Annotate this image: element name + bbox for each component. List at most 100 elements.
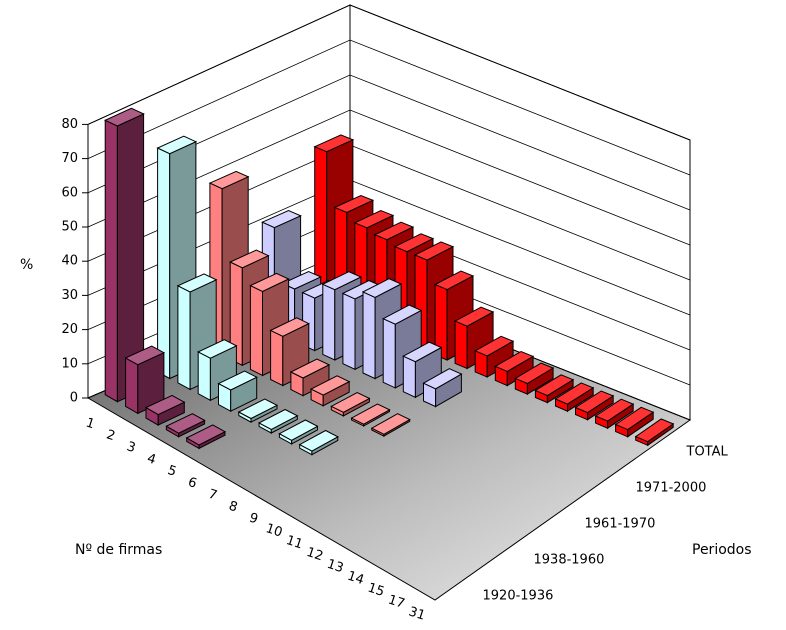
bar <box>124 345 166 415</box>
bar-top-face <box>298 429 339 452</box>
bar-top-face <box>104 107 145 127</box>
bar-top-face <box>269 317 310 337</box>
bar <box>534 374 575 404</box>
y-tick-label: 10 <box>61 356 78 371</box>
y-tick-label: 0 <box>70 391 78 406</box>
legend-label: 1971-2000 <box>636 481 707 496</box>
bar-top-face <box>353 210 395 229</box>
y-axis-label: % <box>20 257 33 273</box>
bar-top-face <box>313 134 355 153</box>
bar-top-face <box>165 413 206 434</box>
bar-top-face <box>554 382 595 405</box>
bar-left-face <box>402 355 416 399</box>
bar-top-face <box>474 335 515 357</box>
bar-top-face <box>413 241 455 261</box>
x-tick-label: 15 <box>366 581 386 600</box>
bar-top-face <box>634 418 675 443</box>
bar <box>104 107 145 403</box>
y-tick-label: 30 <box>61 288 78 303</box>
bar-top-face <box>197 339 238 359</box>
bar-left-face <box>322 283 336 361</box>
bar-left-face <box>177 284 191 391</box>
bar-top-face <box>289 358 331 379</box>
bar-left-face <box>342 292 356 371</box>
bar-top-face <box>594 398 635 422</box>
bar-top-face <box>373 221 415 241</box>
bar <box>514 362 555 395</box>
bar-left-face <box>382 317 396 389</box>
x-tick-label: 11 <box>284 533 304 552</box>
x-tick-label: 9 <box>247 511 260 528</box>
bar <box>370 413 411 437</box>
bar-left-face <box>104 119 118 403</box>
bar <box>574 390 615 421</box>
grid-line <box>87 4 691 141</box>
bar <box>350 403 391 427</box>
z-axis-label: Periodos <box>692 542 752 558</box>
bar <box>422 368 463 408</box>
x-tick-label: 5 <box>166 463 179 480</box>
bar-left-face <box>157 147 171 380</box>
y-tick-label: 60 <box>61 185 78 200</box>
bar-top-face <box>453 306 495 327</box>
x-tick-label: 10 <box>264 521 284 540</box>
bar-top-face <box>333 194 375 213</box>
bar-left-face <box>270 329 284 387</box>
legend-label: TOTAL <box>686 445 729 460</box>
bar-top-face <box>330 391 371 413</box>
bar-top-face <box>574 390 615 414</box>
y-tick-label: 20 <box>61 322 78 337</box>
y-tick-label: 40 <box>61 254 78 269</box>
bar-top-face <box>494 350 535 372</box>
bar-top-face <box>249 272 290 292</box>
bar <box>494 350 535 387</box>
bar-top-face <box>281 271 322 290</box>
y-tick-label: 80 <box>61 117 78 132</box>
bar-top-face <box>370 413 411 435</box>
x-tick-label: 3 <box>125 439 138 456</box>
bar-top-face <box>237 398 279 420</box>
x-tick-label: 8 <box>227 499 240 516</box>
bar-left-face <box>362 291 376 380</box>
bar <box>634 418 675 447</box>
bar-top-face <box>229 249 270 269</box>
bar-top-face <box>124 345 166 366</box>
bar <box>144 394 186 426</box>
bar <box>554 382 595 413</box>
y-tick-label: 50 <box>61 220 78 235</box>
grid-line <box>87 39 691 176</box>
legend-label: 1961-1970 <box>585 517 656 532</box>
legend-label: 1920-1936 <box>483 589 554 604</box>
x-tick-label: 1 <box>84 416 97 433</box>
bar-left-face <box>197 351 211 402</box>
bar <box>217 370 258 413</box>
bar-top-face <box>514 362 555 385</box>
bar-top-face <box>208 170 250 190</box>
bar-top-face <box>350 403 391 425</box>
bar-top-face <box>144 394 186 416</box>
bar-top-face <box>217 370 258 391</box>
bar <box>237 398 279 423</box>
bar-top-face <box>393 233 435 253</box>
bar-top-face <box>534 374 575 397</box>
bar <box>185 424 227 450</box>
y-tick-label: 70 <box>61 151 78 166</box>
bar-top-face <box>614 406 655 431</box>
bar-top-face <box>156 135 198 155</box>
bar-top-face <box>321 271 363 291</box>
bar <box>289 358 331 397</box>
x-tick-label: 6 <box>186 475 199 492</box>
x-tick-label: 13 <box>325 557 345 576</box>
x-tick-label: 12 <box>305 545 325 564</box>
x-axis-label: Nº de firmas <box>75 542 162 558</box>
bar <box>474 335 515 378</box>
bar-left-face <box>454 320 468 370</box>
bar-top-face <box>258 408 299 430</box>
bar-top-face <box>402 341 443 363</box>
bar-top-face <box>278 419 319 441</box>
bar-left-face <box>249 284 263 377</box>
bar-top-face <box>261 210 302 229</box>
bar <box>258 408 299 434</box>
bar <box>165 413 206 438</box>
